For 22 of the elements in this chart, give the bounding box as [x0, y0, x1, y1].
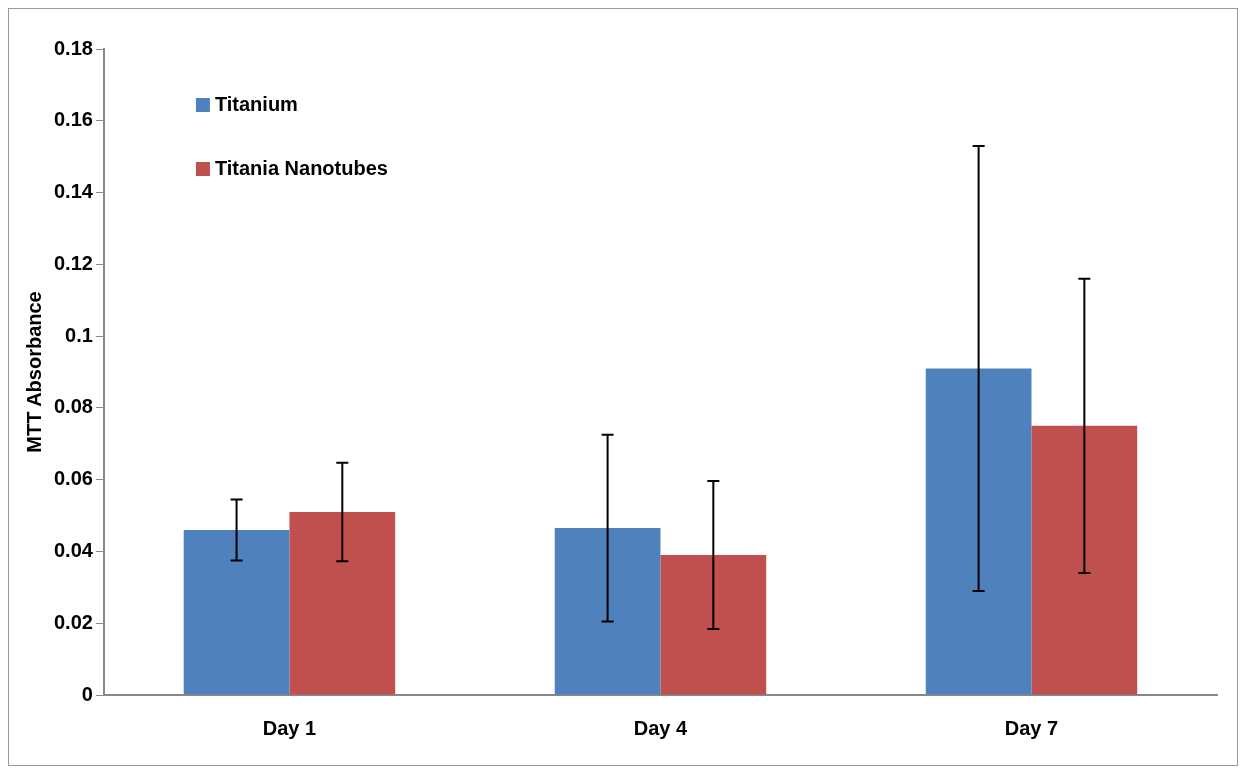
legend-label: Titanium [214, 92, 298, 115]
y-tick-label: 0.06 [53, 467, 93, 490]
x-tick-label: Day 7 [1004, 716, 1059, 739]
y-tick-label: 0.02 [53, 610, 93, 633]
bar [183, 529, 290, 695]
x-tick-label: Day 4 [633, 716, 689, 739]
bar [925, 368, 1032, 695]
y-tick-label: 0 [81, 682, 93, 705]
bar [554, 528, 661, 695]
y-tick-label: 0.14 [53, 180, 94, 203]
y-axis-title: MTT Absorbance [22, 291, 45, 453]
bar [660, 555, 767, 695]
x-tick-label: Day 1 [262, 716, 317, 739]
y-tick-label: 0.1 [65, 323, 93, 346]
bar [289, 511, 396, 695]
y-tick-label: 0.04 [53, 538, 94, 561]
y-tick-label: 0.16 [53, 108, 93, 131]
bar [1031, 425, 1138, 695]
y-tick-label: 0.18 [53, 36, 93, 59]
y-tick-label: 0.08 [53, 395, 93, 418]
legend-label: Titania Nanotubes [214, 156, 388, 179]
y-tick-label: 0.12 [53, 251, 93, 274]
